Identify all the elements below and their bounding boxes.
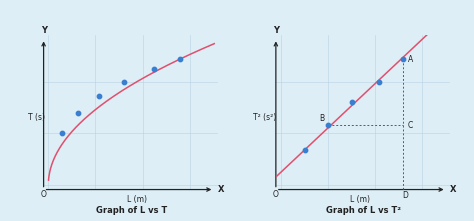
- Point: [150, 68, 158, 71]
- Text: Graph of L vs T²: Graph of L vs T²: [326, 206, 401, 215]
- Point: [324, 123, 331, 127]
- Text: T² (s²): T² (s²): [253, 113, 276, 122]
- Text: D: D: [402, 191, 408, 200]
- Text: Y: Y: [273, 26, 279, 35]
- Text: B: B: [319, 114, 324, 123]
- Point: [400, 57, 407, 61]
- Text: X: X: [450, 185, 457, 194]
- Text: O: O: [273, 190, 279, 198]
- Text: O: O: [41, 190, 46, 198]
- Point: [301, 148, 309, 152]
- Point: [375, 80, 383, 84]
- Text: Graph of L vs T: Graph of L vs T: [96, 206, 167, 215]
- Text: C: C: [408, 121, 413, 130]
- Text: L (m): L (m): [127, 195, 147, 204]
- Text: L (m): L (m): [350, 195, 370, 204]
- Point: [120, 80, 128, 84]
- Text: A: A: [408, 55, 413, 64]
- Point: [95, 94, 103, 98]
- Point: [58, 131, 65, 135]
- Text: T (s): T (s): [27, 113, 45, 122]
- Point: [75, 111, 82, 114]
- Text: X: X: [218, 185, 225, 194]
- Text: Y: Y: [41, 26, 46, 35]
- Point: [176, 57, 184, 61]
- Point: [348, 101, 356, 104]
